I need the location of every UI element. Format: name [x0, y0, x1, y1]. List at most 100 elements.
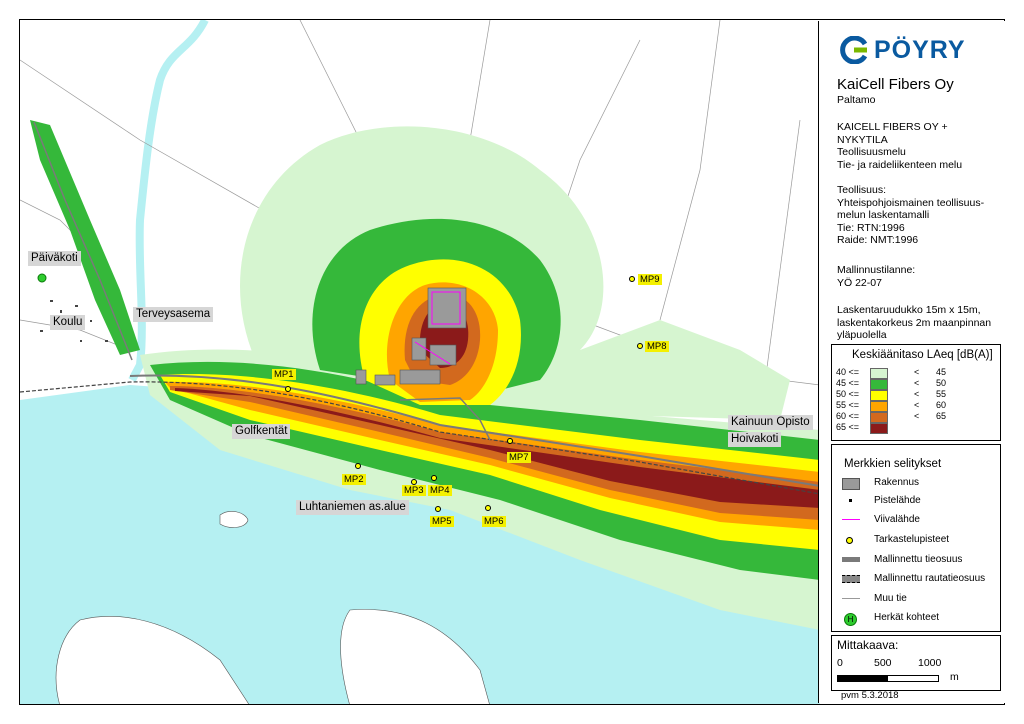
building-icon — [842, 478, 860, 490]
scenario-block: Mallinnustilanne: YÖ 22-07 — [837, 264, 915, 289]
railway-icon — [842, 575, 860, 583]
line-source-icon — [842, 519, 860, 520]
place-label-golf: Golfkentät — [232, 424, 291, 439]
noise-to: 45 — [936, 367, 947, 377]
grid-line: laskentakorkeus 2m maanpinnan — [837, 316, 992, 329]
noise-map — [20, 20, 820, 704]
scale-tick-1000: 1000 — [918, 657, 942, 669]
mp-label-4: MP4 — [428, 485, 452, 496]
noise-to: 50 — [936, 378, 947, 388]
mp-label-3: MP3 — [402, 485, 426, 496]
info-panel: PÖYRY KaiCell Fibers Oy Paltamo KAICELL … — [818, 21, 1005, 703]
mp-label-8: MP8 — [645, 341, 669, 352]
grid-block: Laskentaruudukko 15m x 15m, laskentakork… — [837, 304, 991, 342]
mp-label-5: MP5 — [430, 516, 454, 527]
scenario-line: Mallinnustilanne: — [837, 264, 916, 276]
noise-op: < — [914, 367, 920, 377]
place-label-school: Koulu — [50, 315, 86, 330]
check-point-icon — [846, 537, 853, 544]
legend-label-point-source: Pistelähde — [874, 495, 921, 506]
grid-line: yläpuolella — [837, 329, 887, 341]
model-line: Teollisuus: — [837, 184, 887, 196]
legend-label-other-road: Muu tie — [874, 593, 907, 604]
scale-tick-0: 0 — [837, 657, 843, 669]
scale-bar — [837, 675, 939, 682]
noise-from: 45 <= — [836, 378, 860, 388]
mp-label-6: MP6 — [482, 516, 506, 527]
legend-label-road: Mallinnettu tieosuus — [874, 554, 963, 565]
sensitive-sites — [37, 273, 47, 283]
model-line: melun laskentamalli — [837, 209, 930, 221]
noise-swatch — [870, 368, 888, 379]
scale-box: Mittakaava: 0 500 1000 m — [831, 635, 1001, 691]
model-line: Yhteispohjoismainen teollisuus- — [837, 196, 985, 209]
lake-water — [20, 385, 820, 704]
mp-label-1: MP1 — [272, 369, 296, 380]
measure-point-markers — [285, 276, 643, 512]
noise-from: 55 <= — [836, 400, 860, 410]
date-label: pvm 5.3.2018 — [841, 690, 899, 701]
noise-from: 60 <= — [836, 411, 860, 421]
zone45-north — [30, 120, 140, 355]
noise-swatch — [870, 379, 888, 390]
symbol-legend: Merkkien selitykset H Rakennus Pistelähd… — [831, 444, 1001, 632]
line-sources — [414, 291, 461, 365]
zone65-band — [175, 388, 820, 508]
scenario-line: YÖ 22-07 — [837, 276, 882, 289]
legend-label-building: Rakennus — [874, 477, 920, 488]
modelled-road — [129, 374, 820, 487]
title-line: NYKYTILA — [837, 133, 888, 146]
island — [55, 616, 250, 704]
noise-from: 65 <= — [836, 422, 860, 432]
model-line: Raide: NMT:1996 — [837, 234, 919, 246]
title-line: Tie- ja raideliikenteen melu — [837, 158, 963, 171]
mp-label-7: MP7 — [507, 452, 531, 463]
noise-swatch — [870, 401, 888, 412]
place-label-care-home: Hoivakoti — [728, 432, 782, 447]
noise-legend: Keskiäänitaso LAeq [dB(A)] 40 <= <45 45 <=… — [831, 344, 1001, 441]
title-line: Teollisuusmelu — [837, 146, 906, 158]
sensitive-site-icon: H — [844, 613, 857, 626]
noise-legend-title: Keskiäänitaso LAeq [dB(A)] — [852, 349, 993, 361]
grid-line: Laskentaruudukko 15m x 15m, — [837, 304, 981, 316]
noise-op: < — [914, 378, 920, 388]
noise-from: 40 <= — [836, 367, 860, 377]
road-icon — [842, 557, 860, 562]
mp-label-9: MP9 — [638, 274, 662, 285]
place-label-residential: Luhtaniemen as.alue — [296, 500, 409, 515]
noise-to: 65 — [936, 411, 947, 421]
scale-tick-500: 500 — [874, 657, 892, 669]
model-line: Tie: RTN:1996 — [837, 221, 905, 234]
legend-label-line-source: Viivalähde — [874, 514, 920, 525]
mp-label-2: MP2 — [342, 474, 366, 485]
company-name: KaiCell Fibers Oy — [837, 76, 954, 93]
other-road-icon — [842, 598, 860, 599]
noise-op: < — [914, 389, 920, 399]
noise-swatch — [870, 412, 888, 423]
island — [219, 511, 249, 528]
noise-from: 50 <= — [836, 389, 860, 399]
place-label-college: Kainuun Opisto — [728, 415, 813, 430]
island — [340, 609, 490, 704]
legend-label-sensitive-sites: Herkät kohteet — [874, 612, 940, 623]
place-label-daycare: Päiväkoti — [28, 251, 81, 266]
modelled-railway — [20, 381, 820, 495]
scale-title: Mittakaava: — [837, 638, 899, 652]
noise-to: 55 — [936, 389, 947, 399]
model-block: Teollisuus: Yhteispohjoismainen teollisu… — [837, 184, 984, 247]
title-line: KAICELL FIBERS OY + — [837, 121, 948, 133]
logo-text: PÖYRY — [874, 35, 966, 64]
noise-to: 60 — [936, 400, 947, 410]
noise-op: < — [914, 411, 920, 421]
noise-swatch — [870, 390, 888, 401]
point-source-icon — [849, 499, 852, 502]
scale-unit: m — [950, 671, 959, 683]
poyry-logo-icon — [840, 36, 868, 64]
legend-label-check-points: Tarkastelupisteet — [874, 534, 950, 545]
noise-swatch — [870, 423, 888, 434]
legend-label-railway: Mallinnettu rautatieosuus — [874, 573, 986, 584]
place-label-health-center: Terveysasema — [133, 307, 214, 322]
symbol-legend-title: Merkkien selitykset — [844, 458, 942, 470]
logo: PÖYRY — [839, 36, 966, 64]
location: Paltamo — [837, 94, 876, 106]
